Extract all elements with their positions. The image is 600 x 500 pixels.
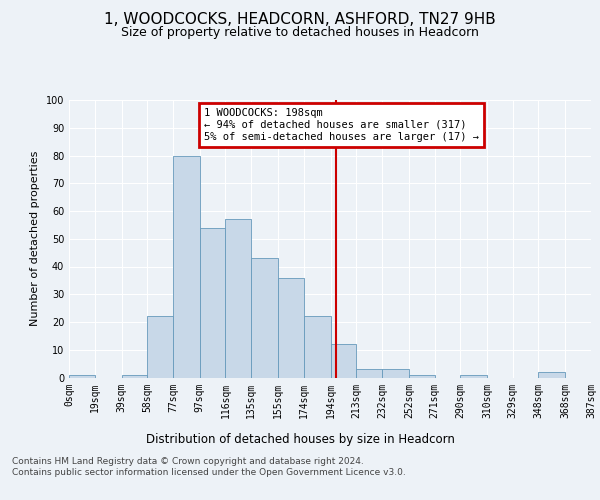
- Bar: [409, 374, 434, 378]
- Bar: [200, 228, 226, 378]
- Bar: [278, 278, 304, 378]
- Text: 1 WOODCOCKS: 198sqm
← 94% of detached houses are smaller (317)
5% of semi-detach: 1 WOODCOCKS: 198sqm ← 94% of detached ho…: [204, 108, 479, 142]
- Bar: [304, 316, 331, 378]
- Y-axis label: Number of detached properties: Number of detached properties: [30, 151, 40, 326]
- Bar: [356, 369, 382, 378]
- Text: Size of property relative to detached houses in Headcorn: Size of property relative to detached ho…: [121, 26, 479, 39]
- Bar: [538, 372, 565, 378]
- Text: 1, WOODCOCKS, HEADCORN, ASHFORD, TN27 9HB: 1, WOODCOCKS, HEADCORN, ASHFORD, TN27 9H…: [104, 12, 496, 28]
- Bar: [173, 156, 200, 378]
- Bar: [69, 374, 95, 378]
- Text: Contains HM Land Registry data © Crown copyright and database right 2024.
Contai: Contains HM Land Registry data © Crown c…: [12, 458, 406, 477]
- Bar: [382, 369, 409, 378]
- Text: Distribution of detached houses by size in Headcorn: Distribution of detached houses by size …: [146, 432, 454, 446]
- Bar: [251, 258, 278, 378]
- Bar: [460, 374, 487, 378]
- Bar: [147, 316, 173, 378]
- Bar: [122, 374, 147, 378]
- Bar: [331, 344, 356, 378]
- Bar: [226, 220, 251, 378]
